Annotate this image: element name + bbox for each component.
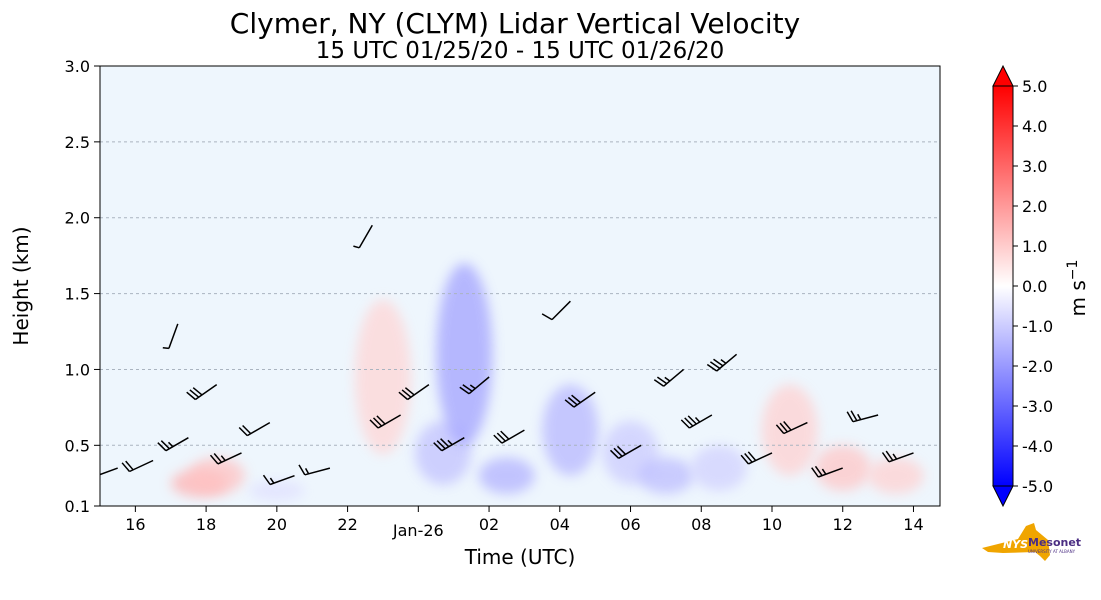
y-axis-label: Height (km)	[9, 226, 33, 345]
colorbar-tick-label-7: -2.0	[1022, 357, 1053, 376]
wind-barb-22	[775, 421, 808, 435]
velocity-cell-5	[436, 263, 493, 446]
x-axis: 16 18 20 22 Jan-26 02 04 06 08 10 12 14	[125, 506, 924, 540]
colorbar-tick-label-9: -4.0	[1022, 437, 1053, 456]
velocity-cell-2	[248, 480, 305, 501]
logo-nys-text: NYS	[1003, 538, 1028, 551]
colorbar-max-arrow	[992, 64, 1014, 87]
wind-barb-13	[459, 376, 490, 395]
colorbar-label: m s−1	[1065, 260, 1090, 317]
logo-mesonet-text: Mesonet	[1028, 536, 1081, 549]
velocity-cell-13	[867, 457, 924, 494]
x-tick-label-1: 18	[196, 515, 216, 534]
y-tick-label-2: 1.0	[65, 360, 90, 379]
y-tick-label-6: 3.0	[65, 57, 90, 76]
colorbar-min-arrow	[992, 485, 1014, 508]
wind-barb-16	[564, 391, 596, 408]
wind-barb-17	[609, 444, 642, 459]
wind-barb-9	[353, 224, 373, 249]
y-axis: 0.1 0.5 1.0 1.5 2.0 2.5 3.0	[65, 57, 100, 516]
wind-barb-6	[238, 421, 271, 437]
colorbar-tick-label-1: 4.0	[1022, 117, 1047, 136]
colorbar-tick-label-8: -3.0	[1022, 397, 1053, 416]
y-tick-label-3: 1.5	[65, 285, 90, 304]
wind-barb-1	[121, 459, 154, 473]
wind-barb-15	[541, 300, 571, 321]
x-tick-label-5: 02	[479, 515, 499, 534]
wind-barb-24	[846, 410, 879, 423]
colorbar-tick-label-10: -5.0	[1022, 477, 1053, 496]
velocity-cell-10	[690, 445, 747, 491]
wind-barb-18	[653, 368, 685, 387]
velocity-cell-1	[188, 457, 245, 494]
wind-barb-21	[740, 451, 773, 465]
wind-barb-12	[433, 437, 465, 452]
colorbar-bar	[992, 85, 1014, 487]
wind-barb-10	[369, 414, 401, 429]
x-tick-label-8: 08	[691, 515, 711, 534]
colorbar-label-exponent: −1	[1065, 260, 1081, 281]
y-tick-label-1: 0.5	[65, 436, 90, 455]
wind-barb-0	[100, 467, 118, 476]
velocity-cell-3	[354, 299, 411, 455]
x-tick-label-7: 06	[620, 515, 640, 534]
colorbar: 5.0 4.0 3.0 2.0 1.0 0.0 -1.0 -2.0 -3.0 -4.0 -5.0 m…	[992, 64, 1090, 508]
y-tick-label-4: 2.0	[65, 209, 90, 228]
velocity-field	[171, 263, 924, 501]
colorbar-ticks: 5.0 4.0 3.0 2.0 1.0 0.0 -1.0 -2.0 -3.0 -4.0 -5.0	[1013, 77, 1053, 496]
new-york-state-shape	[982, 523, 1050, 561]
wind-barb-3	[157, 437, 189, 452]
logo-tagline-text: UNIVERSITY AT ALBANY	[1028, 549, 1076, 554]
colorbar-tick-label-4: 1.0	[1022, 237, 1047, 256]
wind-barb-5	[209, 452, 242, 465]
x-tick-label-2: 20	[267, 515, 287, 534]
grid-lines	[100, 141, 940, 446]
wind-barb-4	[186, 383, 218, 401]
colorbar-tick-label-0: 5.0	[1022, 77, 1047, 96]
wind-barb-23	[811, 465, 843, 478]
velocity-cell-7	[542, 384, 599, 476]
nys-mesonet-logo: NYS Mesonet UNIVERSITY AT ALBANY	[982, 523, 1081, 561]
x-tick-label-10: 12	[833, 515, 853, 534]
colorbar-tick-label-5: 0.0	[1022, 277, 1047, 296]
wind-barbs	[100, 224, 914, 486]
plot-frame	[99, 65, 941, 507]
wind-barb-11	[398, 383, 430, 401]
x-axis-label: Time (UTC)	[464, 545, 576, 569]
wind-barb-25	[881, 450, 914, 463]
x-tick-label-11: 14	[903, 515, 923, 534]
x-tick-label-0: 16	[125, 515, 145, 534]
wind-barb-2	[162, 323, 179, 350]
wind-barb-8	[298, 464, 331, 476]
x-tick-label-9: 10	[762, 515, 782, 534]
y-tick-label-5: 2.5	[65, 133, 90, 152]
wind-barb-7	[262, 474, 295, 486]
wind-barb-19	[680, 414, 713, 429]
x-tick-label-4: Jan-26	[392, 521, 444, 540]
x-tick-label-6: 04	[550, 515, 570, 534]
wind-barb-14	[493, 429, 525, 444]
y-tick-label-0: 0.1	[65, 497, 90, 516]
velocity-cell-9	[637, 457, 694, 494]
wind-barb-20	[706, 353, 738, 372]
chart-subtitle: 15 UTC 01/25/20 - 15 UTC 01/26/20	[316, 38, 725, 64]
chart-title: Clymer, NY (CLYM) Lidar Vertical Velocit…	[230, 7, 800, 40]
velocity-cell-6	[478, 457, 535, 494]
colorbar-label-unit: m s	[1066, 280, 1090, 316]
colorbar-tick-label-2: 3.0	[1022, 157, 1047, 176]
x-tick-label-3: 22	[337, 515, 357, 534]
velocity-cell-12	[814, 445, 871, 491]
colorbar-tick-label-3: 2.0	[1022, 197, 1047, 216]
colorbar-tick-label-6: -1.0	[1022, 317, 1053, 336]
